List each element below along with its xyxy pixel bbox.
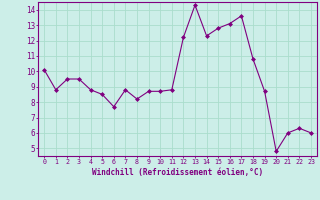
X-axis label: Windchill (Refroidissement éolien,°C): Windchill (Refroidissement éolien,°C) (92, 168, 263, 177)
